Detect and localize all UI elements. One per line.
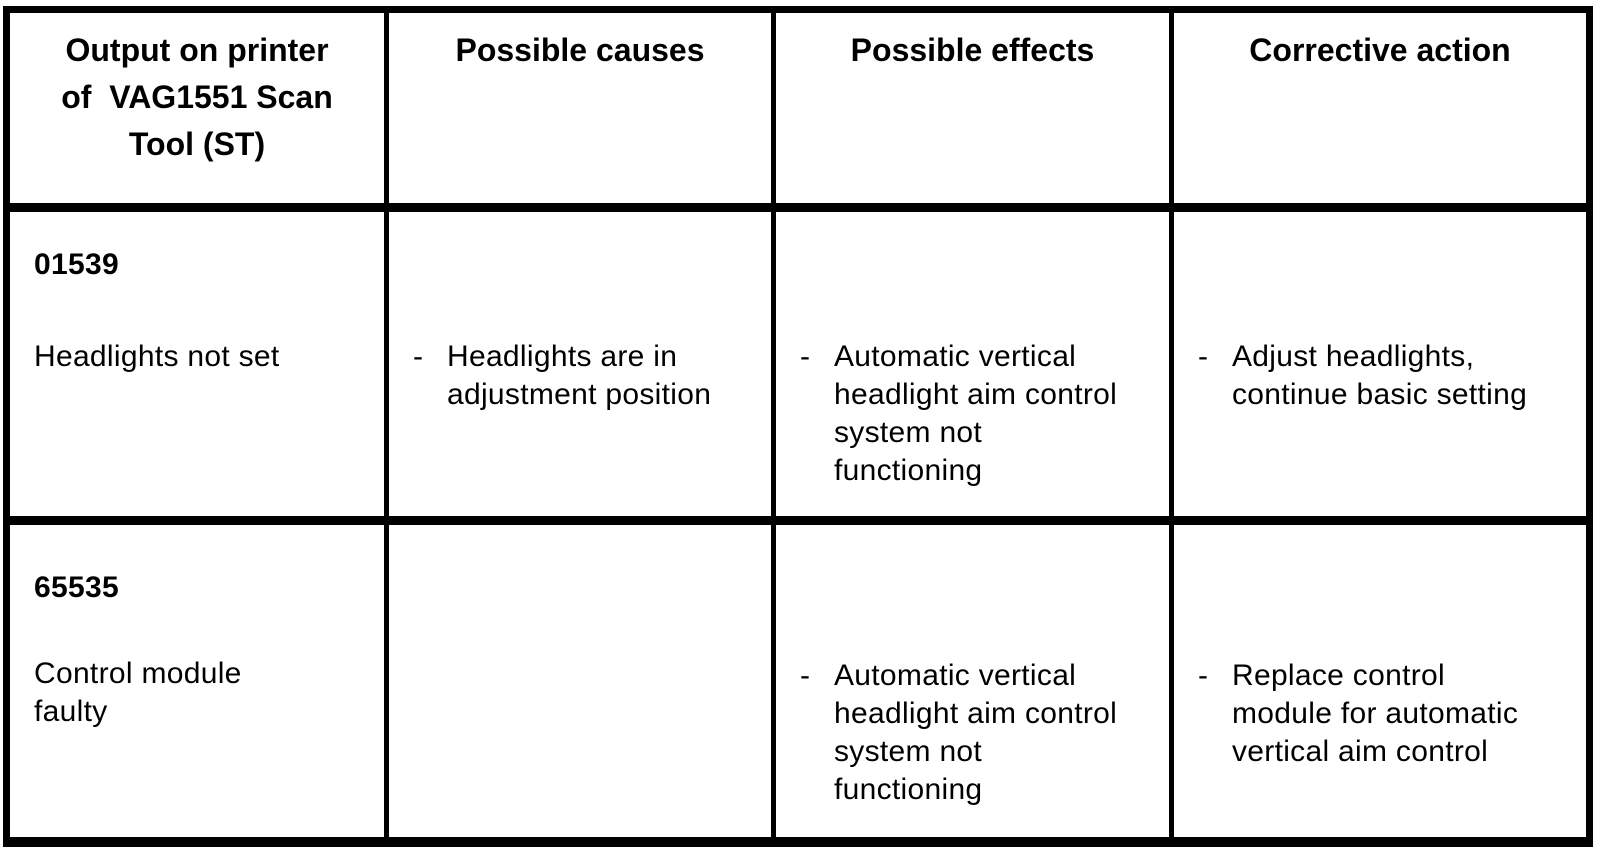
bullet-dash: -	[800, 340, 811, 373]
header-possible-effects-label: Possible effects	[850, 32, 1095, 68]
row-01539-output-cell: 01539 Headlights not set	[10, 212, 389, 525]
effect-text: Automatic vertical headlight aim control…	[834, 659, 1118, 806]
dtc-description: Control module faulty	[34, 657, 242, 728]
header-corrective-action: Corrective action	[1174, 13, 1586, 212]
row-01539-corrective-cell: - Adjust headlights, continue basic sett…	[1174, 212, 1586, 525]
dtc-code: 01539	[34, 248, 119, 281]
bullet-dash: -	[800, 659, 811, 692]
effect-item: - Automatic vertical headlight aim contr…	[800, 525, 1157, 809]
corrective-text: Replace control module for automatic ver…	[1232, 659, 1519, 768]
bullet-dash: -	[1198, 659, 1209, 692]
bullet-dash: -	[413, 340, 424, 373]
row-65535-output-cell: 65535 Control module faulty	[10, 525, 389, 837]
corrective-item: - Replace control module for automatic v…	[1198, 525, 1574, 771]
header-output-on-printer-label: Output on printer of VAG1551 Scan Tool (…	[61, 32, 333, 162]
dtc-description: Headlights not set	[34, 340, 280, 373]
row-65535-corrective-cell: - Replace control module for automatic v…	[1174, 525, 1586, 837]
header-possible-causes-label: Possible causes	[455, 32, 705, 68]
effect-text: Automatic vertical headlight aim control…	[834, 340, 1118, 487]
effect-item: - Automatic vertical headlight aim contr…	[800, 212, 1157, 490]
bullet-dash: -	[1198, 340, 1209, 373]
header-corrective-action-label: Corrective action	[1249, 32, 1511, 68]
row-01539-causes-cell: - Headlights are in adjustment position	[389, 212, 776, 525]
row-65535-causes-cell-empty	[389, 525, 776, 837]
header-output-on-printer: Output on printer of VAG1551 Scan Tool (…	[10, 13, 389, 212]
corrective-item: - Adjust headlights, continue basic sett…	[1198, 212, 1574, 414]
row-65535-effects-cell: - Automatic vertical headlight aim contr…	[776, 525, 1174, 837]
corrective-text: Adjust headlights, continue basic settin…	[1232, 340, 1528, 411]
row-01539-effects-cell: - Automatic vertical headlight aim contr…	[776, 212, 1174, 525]
header-possible-causes: Possible causes	[389, 13, 776, 212]
dtc-code: 65535	[34, 571, 119, 604]
header-possible-effects: Possible effects	[776, 13, 1174, 212]
cause-text: Headlights are in adjustment position	[447, 340, 712, 411]
cause-item: - Headlights are in adjustment position	[413, 212, 759, 414]
dtc-table: Output on printer of VAG1551 Scan Tool (…	[3, 6, 1593, 847]
